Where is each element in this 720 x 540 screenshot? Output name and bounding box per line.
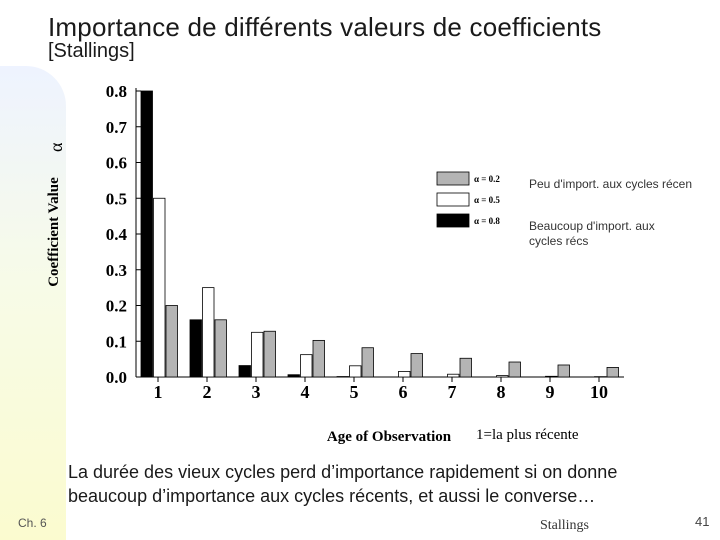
annotation-low-alpha: Peu d'import. aux cycles récen: [529, 177, 693, 191]
legend-swatch: [436, 192, 470, 207]
y-axis-label: Coefficient Value: [46, 177, 62, 287]
bar-alpha-0-2: [459, 357, 472, 378]
x-axis-label: Age of Observation: [327, 429, 452, 445]
slide-subtitle: [Stallings]: [48, 40, 135, 62]
bar-alpha-0-2: [410, 353, 423, 378]
bar-alpha-0-5: [496, 375, 509, 378]
y-tick-label: 0.7: [106, 118, 128, 137]
y-tick-label: 0.3: [106, 261, 127, 280]
y-tick-label: 0.6: [106, 154, 127, 173]
x-tick-label: 5: [350, 382, 359, 402]
bar-alpha-0-8: [140, 90, 153, 378]
bar-alpha-0-2: [165, 305, 178, 378]
source-label: Stallings: [540, 518, 590, 533]
bar-alpha-0-8: [238, 365, 251, 378]
bar-alpha-0-2: [214, 319, 227, 378]
alpha-symbol: α: [46, 142, 66, 152]
annotation-high-alpha: Beaucoup d'import. aux cycles récs: [529, 219, 655, 248]
chapter-label: Ch. 6: [18, 516, 47, 530]
bar-alpha-0-5: [202, 287, 215, 378]
page-number: 41: [695, 514, 710, 529]
x-axis-note: 1=la plus récente: [476, 427, 579, 443]
x-tick-label: 7: [448, 382, 457, 402]
slide-title: Importance de différents valeurs de coef…: [48, 12, 602, 42]
bar-alpha-0-2: [263, 330, 276, 378]
y-tick-label: 0.1: [106, 332, 127, 351]
x-tick-label: 10: [590, 382, 608, 402]
bar-alpha-0-2: [312, 339, 325, 378]
bar-alpha-0-5: [545, 375, 558, 378]
bar-alpha-0-8: [189, 319, 202, 378]
x-tick-label: 4: [301, 382, 310, 402]
y-tick-label: 0.0: [106, 368, 127, 387]
bar-alpha-0-5: [398, 371, 411, 378]
x-tick-label: 3: [252, 382, 261, 402]
y-tick-label: 0.5: [106, 189, 127, 208]
bar-alpha-0-2: [557, 364, 570, 378]
x-tick-label: 1: [154, 382, 163, 402]
bar-alpha-0-5: [153, 197, 166, 378]
bar-alpha-0-5: [349, 365, 362, 378]
bar-alpha-0-5: [300, 354, 313, 378]
decorative-sidebar: [0, 66, 66, 540]
bar-alpha-0-5: [447, 373, 460, 378]
x-tick-label: 9: [546, 382, 555, 402]
y-tick-label: 0.8: [106, 82, 127, 101]
x-tick-label: 8: [497, 382, 506, 402]
bar-alpha-0-5: [251, 331, 264, 378]
bar-alpha-0-2: [361, 347, 374, 378]
y-tick-label: 0.2: [106, 297, 127, 316]
legend-label: α = 0.2: [474, 174, 500, 184]
legend-swatch: [436, 213, 470, 228]
bar-alpha-0-8: [287, 374, 300, 378]
legend-swatch: [436, 171, 470, 186]
legend-label: α = 0.5: [474, 195, 500, 205]
legend-label: α = 0.8: [474, 216, 500, 226]
y-tick-label: 0.4: [106, 225, 128, 244]
bar-alpha-0-2: [508, 361, 521, 378]
bar-alpha-0-2: [606, 367, 619, 378]
x-tick-label: 2: [203, 382, 212, 402]
slide-body-text: La durée des vieux cycles perd d’importa…: [68, 462, 618, 506]
x-tick-label: 6: [399, 382, 408, 402]
